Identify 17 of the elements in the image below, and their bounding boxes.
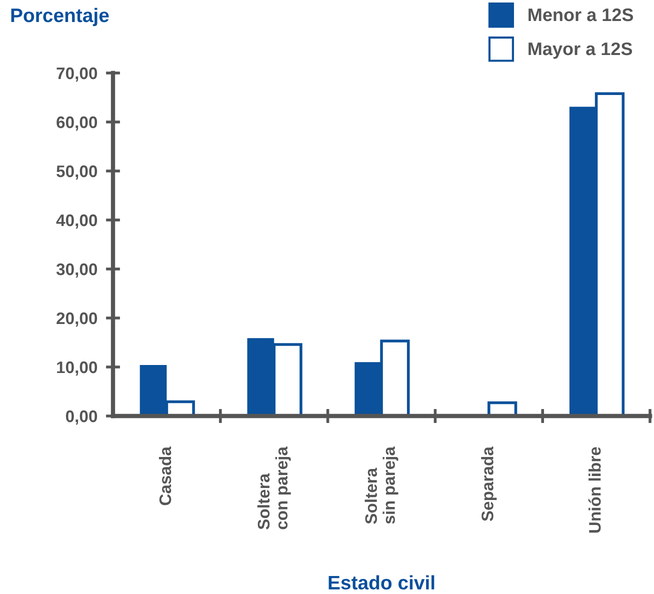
x-tick-label: Casada bbox=[158, 446, 172, 506]
y-tick-label: 20,00 bbox=[56, 312, 98, 327]
y-tick-label: 30,00 bbox=[56, 263, 98, 278]
legend-label: Mayor a 12S bbox=[528, 42, 632, 59]
y-tick-label: 40,00 bbox=[56, 214, 98, 229]
x-tick-label: Soltera sin pareja bbox=[364, 446, 398, 524]
x-tick-label: Separada bbox=[481, 446, 497, 522]
y-tick-label: 0,00 bbox=[66, 410, 98, 425]
x-tick-label: Soltera con pareja bbox=[257, 446, 291, 530]
y-tick-label: 50,00 bbox=[56, 165, 98, 180]
y-tick-label: 10,00 bbox=[57, 361, 98, 376]
legend-label: Menor a 12S bbox=[528, 8, 634, 22]
y-tick-label: 70,00 bbox=[56, 67, 98, 82]
y-axis-title: Porcentaje bbox=[11, 8, 109, 26]
x-tick-label: Unión libre bbox=[588, 447, 601, 533]
x-axis-title: Estado civil bbox=[328, 575, 434, 590]
y-tick-label: 60,00 bbox=[56, 116, 98, 131]
